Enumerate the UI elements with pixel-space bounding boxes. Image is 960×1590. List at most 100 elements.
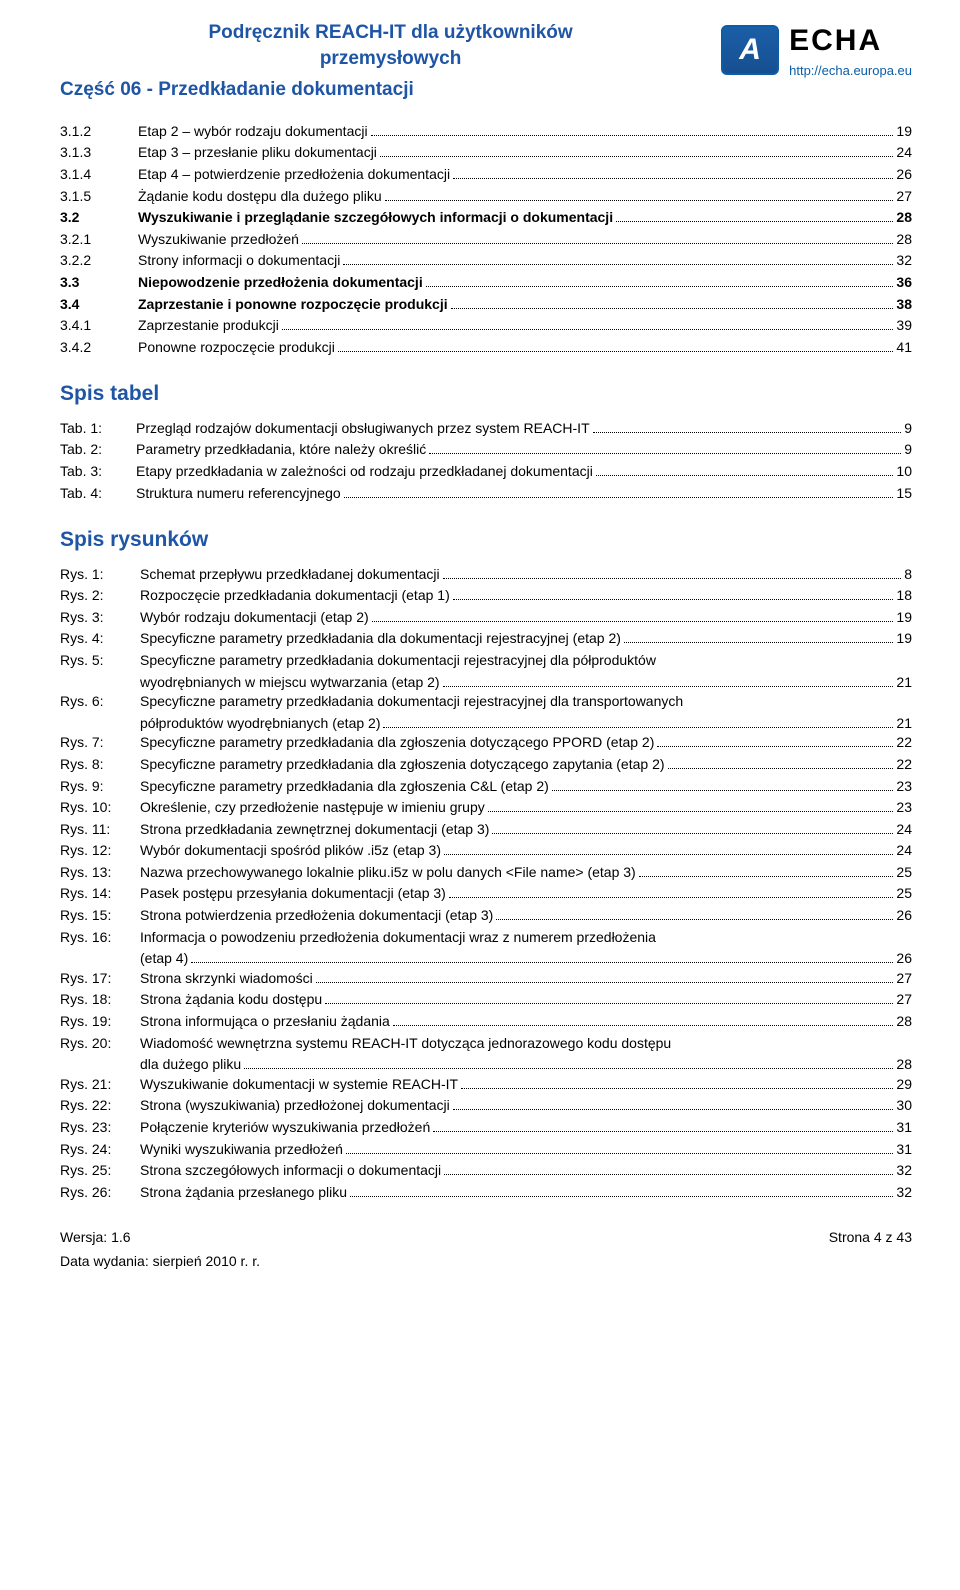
toc-row: 3.2.1Wyszukiwanie przedłożeń28	[60, 230, 912, 250]
table-key: Tab. 3:	[60, 462, 136, 482]
figure-label: Specyficzne parametry przedkładania doku…	[140, 692, 683, 712]
leader-dots	[668, 768, 894, 769]
figure-label-cont: dla dużego pliku	[140, 1055, 241, 1075]
figure-label: Wiadomość wewnętrzna systemu REACH-IT do…	[140, 1034, 671, 1054]
figure-page: 29	[896, 1075, 912, 1095]
figure-page: 32	[896, 1161, 912, 1181]
figure-key: Rys. 12:	[60, 841, 140, 861]
table-list-row: Tab. 4:Struktura numeru referencyjnego15	[60, 484, 912, 504]
figure-list-row-continuation: dla dużego pliku28	[60, 1055, 912, 1075]
figure-list-row: Rys. 15:Strona potwierdzenia przedłożeni…	[60, 906, 912, 926]
figure-list-row: Rys. 21:Wyszukiwanie dokumentacji w syst…	[60, 1075, 912, 1095]
figure-list-row: Rys. 22:Strona (wyszukiwania) przedłożon…	[60, 1096, 912, 1116]
table-label: Parametry przedkładania, które należy ok…	[136, 440, 426, 460]
figure-key: Rys. 18:	[60, 990, 140, 1010]
toc-page: 41	[896, 338, 912, 358]
doc-subtitle: Część 06 - Przedkładanie dokumentacji	[60, 77, 721, 104]
toc-number: 3.2.2	[60, 251, 114, 271]
figure-key: Rys. 1:	[60, 565, 140, 585]
toc-row: 3.3Niepowodzenie przedłożenia dokumentac…	[60, 273, 912, 293]
leader-dots	[461, 1088, 893, 1089]
toc-page: 38	[896, 295, 912, 315]
leader-dots	[393, 1025, 894, 1026]
toc-row: 3.4Zaprzestanie i ponowne rozpoczęcie pr…	[60, 295, 912, 315]
leader-dots	[316, 982, 894, 983]
leader-dots	[444, 1174, 893, 1175]
leader-dots	[593, 432, 902, 433]
figure-label: Połączenie kryteriów wyszukiwania przedł…	[140, 1118, 430, 1138]
toc-page: 28	[896, 208, 912, 228]
figure-list-row: Rys. 23:Połączenie kryteriów wyszukiwani…	[60, 1118, 912, 1138]
figure-page: 28	[896, 1012, 912, 1032]
figure-key: Rys. 11:	[60, 820, 140, 840]
figure-label: Strona skrzynki wiadomości	[140, 969, 313, 989]
figure-list-row: Rys. 13:Nazwa przechowywanego lokalnie p…	[60, 863, 912, 883]
figure-label: Specyficzne parametry przedkładania dla …	[140, 733, 654, 753]
leader-dots	[624, 642, 894, 643]
figure-key: Rys. 15:	[60, 906, 140, 926]
logo-letter: A	[739, 29, 761, 71]
figure-label: Pasek postępu przesyłania dokumentacji (…	[140, 884, 446, 904]
figure-list-row: Rys. 19:Strona informująca o przesłaniu …	[60, 1012, 912, 1032]
figure-list-row: Rys. 16:Informacja o powodzeniu przedłoż…	[60, 928, 912, 948]
figure-list-row: Rys. 1:Schemat przepływu przedkładanej d…	[60, 565, 912, 585]
toc-page: 27	[896, 187, 912, 207]
leader-dots	[350, 1196, 893, 1197]
list-of-figures: Rys. 1:Schemat przepływu przedkładanej d…	[60, 565, 912, 1203]
figure-key: Rys. 5:	[60, 651, 140, 671]
toc-number: 3.1.4	[60, 165, 114, 185]
table-page: 9	[904, 419, 912, 439]
figure-page: 24	[896, 841, 912, 861]
figure-label: Specyficzne parametry przedkładania doku…	[140, 651, 656, 671]
logo: A ECHA http://echa.europa.eu	[721, 20, 912, 80]
table-list-row: Tab. 1:Przegląd rodzajów dokumentacji ob…	[60, 419, 912, 439]
figure-list-row: Rys. 20:Wiadomość wewnętrzna systemu REA…	[60, 1034, 912, 1054]
page-header: Podręcznik REACH-IT dla użytkowników prz…	[60, 20, 912, 104]
page-footer: Wersja: 1.6 Strona 4 z 43	[60, 1228, 912, 1248]
table-page: 10	[896, 462, 912, 482]
figure-label-cont: (etap 4)	[140, 949, 188, 969]
toc-label: Ponowne rozpoczęcie produkcji	[114, 338, 335, 358]
header-titles: Podręcznik REACH-IT dla użytkowników prz…	[60, 20, 721, 104]
figure-key: Rys. 14:	[60, 884, 140, 904]
figure-list-row: Rys. 14:Pasek postępu przesyłania dokume…	[60, 884, 912, 904]
figure-label: Informacja o powodzeniu przedłożenia dok…	[140, 928, 656, 948]
figure-page: 22	[896, 733, 912, 753]
figure-label: Specyficzne parametry przedkładania dla …	[140, 629, 621, 649]
figure-list-row: Rys. 7:Specyficzne parametry przedkładan…	[60, 733, 912, 753]
figure-page: 27	[896, 990, 912, 1010]
toc-label: Żądanie kodu dostępu dla dużego pliku	[114, 187, 382, 207]
footer-version: Wersja: 1.6	[60, 1228, 131, 1248]
table-label: Etapy przedkładania w zależności od rodz…	[136, 462, 593, 482]
toc-number: 3.4.1	[60, 316, 114, 336]
toc-number: 3.4	[60, 295, 114, 315]
leader-dots	[488, 811, 894, 812]
figure-list-row: Rys. 18:Strona żądania kodu dostępu27	[60, 990, 912, 1010]
list-of-tables: Tab. 1:Przegląd rodzajów dokumentacji ob…	[60, 419, 912, 503]
table-label: Przegląd rodzajów dokumentacji obsługiwa…	[136, 419, 590, 439]
leader-dots	[191, 962, 893, 963]
toc-number: 3.4.2	[60, 338, 114, 358]
figure-list-row-continuation: półproduktów wyodrębnianych (etap 2)21	[60, 714, 912, 734]
toc-row: 3.2.2Strony informacji o dokumentacji32	[60, 251, 912, 271]
figure-label: Strona (wyszukiwania) przedłożonej dokum…	[140, 1096, 450, 1116]
toc-page: 36	[896, 273, 912, 293]
table-label: Struktura numeru referencyjnego	[136, 484, 341, 504]
toc-label: Zaprzestanie i ponowne rozpoczęcie produ…	[114, 295, 448, 315]
figure-page: 23	[896, 777, 912, 797]
toc-number: 3.2	[60, 208, 114, 228]
figure-key: Rys. 10:	[60, 798, 140, 818]
figure-key: Rys. 21:	[60, 1075, 140, 1095]
toc-number: 3.1.5	[60, 187, 114, 207]
leader-dots	[372, 621, 894, 622]
table-list-row: Tab. 3:Etapy przedkładania w zależności …	[60, 462, 912, 482]
logo-echa-text: ECHA	[789, 20, 882, 62]
leader-dots	[453, 599, 894, 600]
table-key: Tab. 4:	[60, 484, 136, 504]
toc-label: Niepowodzenie przedłożenia dokumentacji	[114, 273, 423, 293]
figure-page: 32	[896, 1183, 912, 1203]
figure-list-row-continuation: wyodrębnianych w miejscu wytwarzania (et…	[60, 673, 912, 693]
toc-label: Strony informacji o dokumentacji	[114, 251, 340, 271]
leader-dots	[385, 200, 894, 201]
doc-title-line2: przemysłowych	[60, 46, 721, 72]
